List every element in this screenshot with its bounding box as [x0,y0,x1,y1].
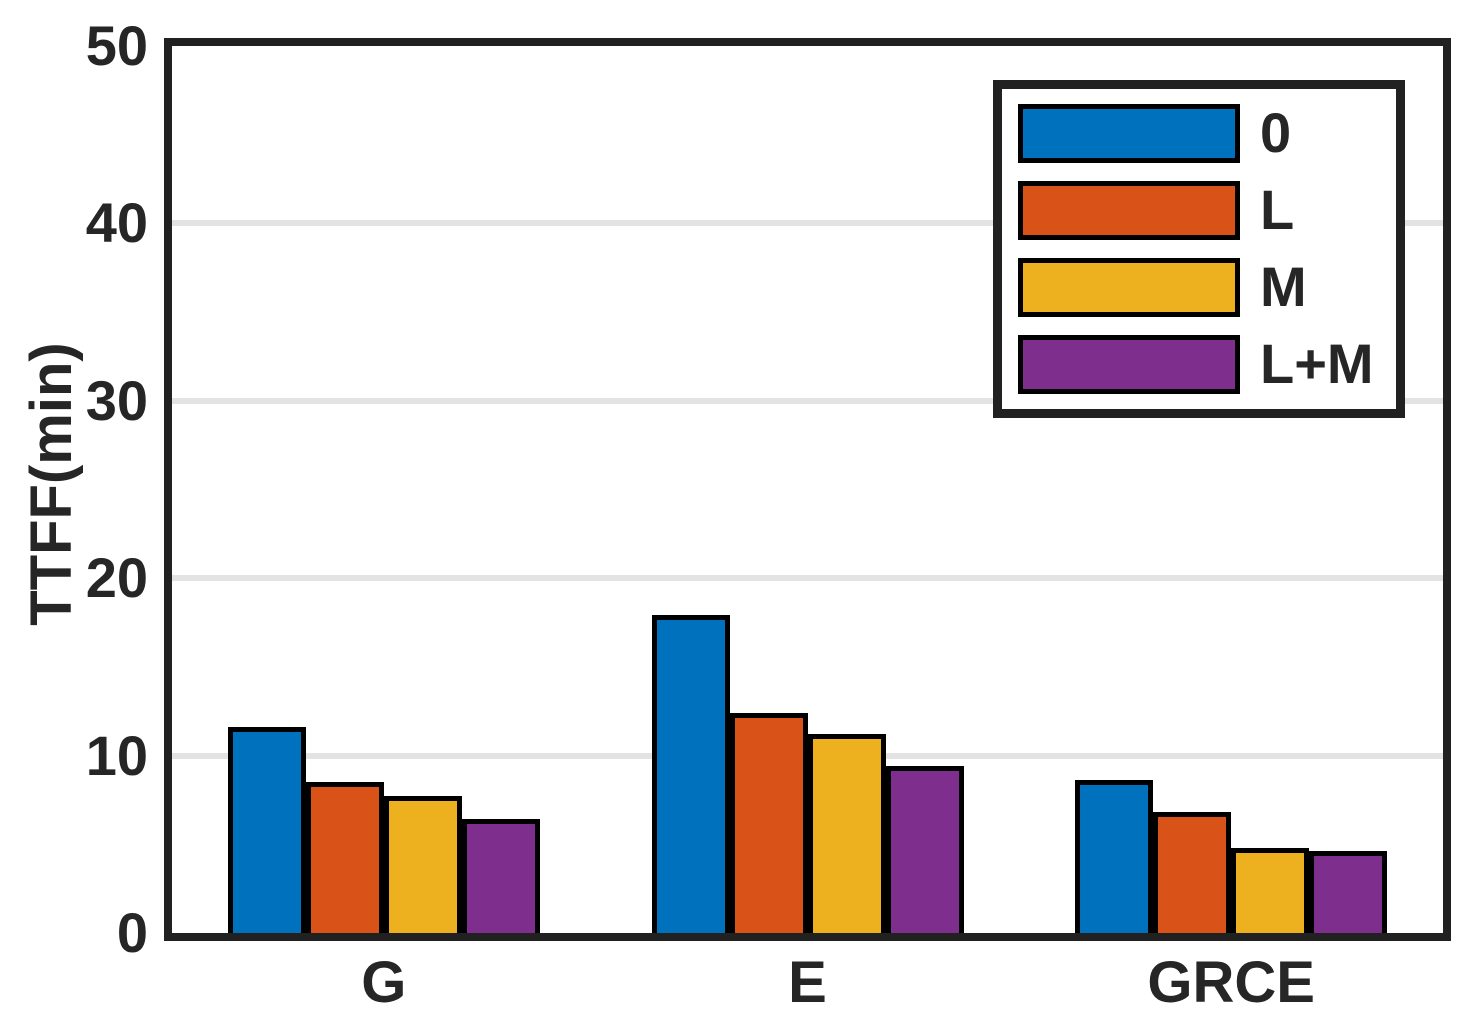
y-tick-label-0: 0 [116,901,148,964]
legend-swatch-m [1018,257,1240,317]
bar-m-grce [1231,848,1310,933]
legend-label-m: M [1260,255,1307,318]
x-category-label-e: E [788,950,827,1015]
y-tick-label-40: 40 [85,191,148,255]
legend-swatch-l [1018,180,1240,240]
bar-l-g [305,782,384,933]
legend-label-0: 0 [1260,101,1292,164]
legend-label-l-m: L+M [1260,332,1374,395]
plot-inner [172,46,1443,933]
y-axis-tick-labels: 0 10 20 30 40 50 [0,15,148,964]
bar-l-grce [1153,812,1232,933]
legend-item-l: L [1018,180,1396,240]
y-tick-label-30: 30 [85,368,148,432]
bar-0-grce [1075,780,1154,933]
legend-swatch-0 [1018,103,1240,163]
bar-m-e [807,734,886,933]
legend-item-l-m: L+M [1018,334,1396,394]
y-tick-label-50: 50 [85,14,148,77]
legend-item-m: M [1018,257,1396,317]
bar-l-m-e [885,766,964,933]
gridline-20 [172,575,1443,582]
legend-item-0: 0 [1018,103,1396,163]
x-category-label-grce: GRCE [1147,950,1315,1015]
y-tick-label-10: 10 [85,723,148,787]
bar-l-m-grce [1309,851,1388,933]
x-category-label-g: G [361,950,407,1015]
gridline-40 [172,220,1443,227]
bar-l-m-g [461,819,540,933]
legend-label-l: L [1260,178,1295,241]
bar-0-e [651,615,730,933]
legend: 0 L M L+M [993,80,1405,418]
legend-swatch-l-m [1018,334,1240,394]
x-axis-category-labels: G E GRCE [172,952,1443,1022]
bar-m-g [383,796,462,933]
bar-l-e [729,713,808,933]
bar-0-g [227,727,306,933]
gridline-30 [172,397,1443,404]
y-tick-label-20: 20 [85,546,148,610]
